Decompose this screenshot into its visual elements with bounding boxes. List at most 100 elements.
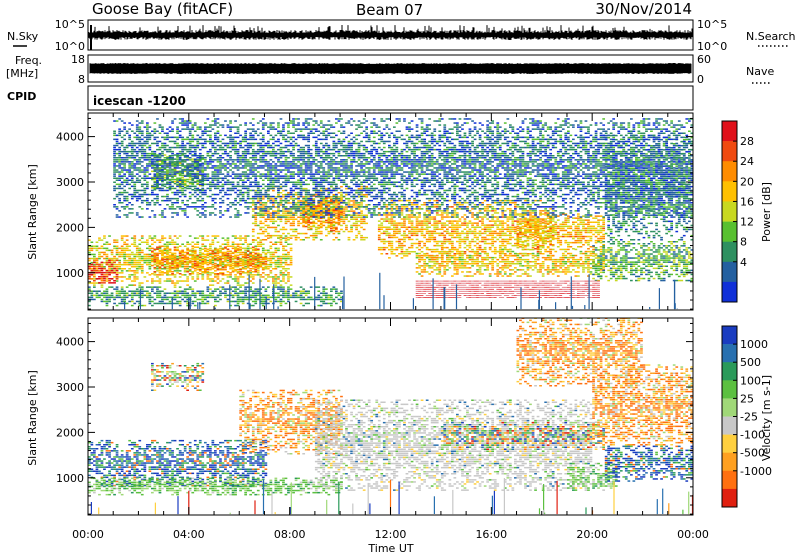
data-cell [567,244,570,246]
data-cell [234,262,237,265]
data-cell [183,274,187,276]
data-cell [577,219,580,221]
data-cell [224,253,227,256]
data-cell [481,220,484,222]
data-cell [433,206,437,208]
data-cell [153,261,157,264]
data-cell [171,241,174,243]
data-cell [539,212,542,214]
data-cell [456,267,459,269]
data-cell [516,256,520,259]
data-cell [267,274,270,276]
data-cell [267,257,270,260]
data-cell [478,204,482,206]
data-cell [390,234,394,237]
data-cell [680,271,684,274]
data-cell [607,228,611,231]
data-cell [630,261,633,263]
data-cell [216,266,220,268]
data-cell [498,252,502,255]
data-cell [420,228,424,230]
data-cell [110,257,114,260]
data-cell [655,263,658,265]
data-cell [617,181,621,184]
data-cell [161,250,164,252]
data-cell [93,263,96,266]
data-cell [229,256,232,259]
data-cell [511,228,515,230]
data-cell [468,222,472,224]
freq-panel: Freq. [MHz] 18 8 60 0 Nave [6,53,774,86]
data-cell [345,194,348,196]
data-cell [483,224,487,226]
data-cell [569,227,573,230]
data-cell [594,221,598,223]
data-cell [183,261,187,264]
data-cell [294,239,298,241]
data-cell [408,220,411,222]
data-cell [418,265,421,267]
data-cell [135,249,139,252]
data-cell [269,220,273,223]
data-cell [314,214,318,216]
data-cell [229,245,232,247]
data-cell [234,250,237,252]
data-cell [239,237,242,239]
data-cell [501,256,505,259]
data-cell [90,278,94,280]
data-cell [393,234,396,237]
data-cell [478,255,482,257]
data-cell [327,204,331,206]
data-cell [216,268,220,271]
data-cell [249,274,253,276]
data-cell [312,236,316,239]
data-cell [614,239,618,241]
data-cell [564,271,568,273]
data-cell [433,228,437,230]
data-cell [191,278,195,280]
data-cell [168,241,172,243]
data-cell [277,282,280,284]
data-cell [443,216,447,218]
data-cell [408,199,411,202]
data-cell [259,239,263,241]
data-cell [330,222,333,225]
data-cell [476,254,479,257]
data-cell [456,202,459,204]
data-cell [516,236,520,239]
data-cell [393,214,396,216]
data-cell [216,241,220,243]
data-cell [168,278,172,280]
data-cell [592,229,595,232]
data-cell [524,258,527,261]
data-cell [534,226,537,228]
data-cell [287,202,290,204]
data-cell [216,256,220,259]
data-cell [171,262,174,265]
data-cell [569,246,573,248]
data-cell [123,241,127,243]
data-cell [168,235,172,237]
data-cell [224,254,227,257]
data-cell [544,224,548,226]
data-cell [382,214,386,216]
data-cell [254,264,258,267]
data-cell [514,214,517,216]
data-cell [340,197,343,199]
data-cell [541,227,545,230]
data-cell [219,280,222,282]
data-cell [672,269,676,272]
data-cell [564,267,568,269]
data-cell [277,194,280,196]
data-cell [619,265,623,267]
data-cell [319,211,323,213]
data-cell [546,226,550,228]
data-cell [123,253,127,256]
data-cell [526,223,530,225]
data-cell [534,254,537,257]
data-cell [516,213,520,215]
data-cell [229,255,232,258]
data-cell [398,222,401,224]
data-cell [123,276,127,278]
data-cell [173,260,177,263]
